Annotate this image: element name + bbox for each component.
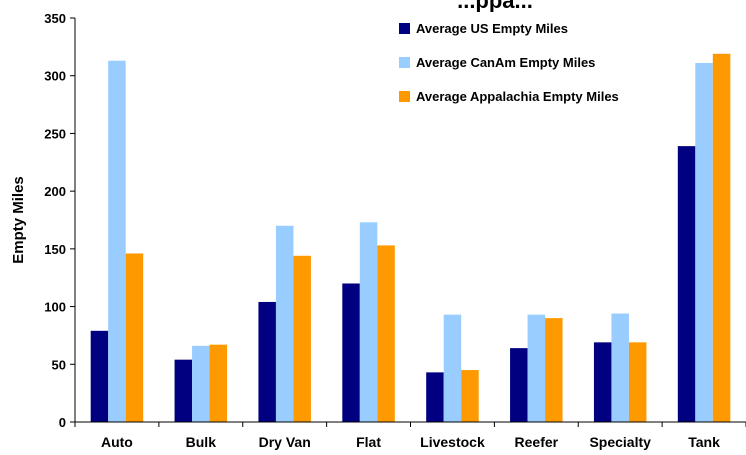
bar-livestock-series-1: [426, 372, 444, 422]
legend-label: Average CanAm Empty Miles: [416, 55, 595, 70]
bar-reefer-series-3: [545, 318, 563, 422]
bar-auto-series-1: [90, 330, 109, 422]
legend-background: [392, 12, 674, 138]
bar-specialty-series-2: [611, 313, 629, 422]
x-tick-label: Reefer: [515, 434, 559, 450]
bar-reefer-series-2: [527, 314, 546, 422]
legend-swatch: [399, 57, 410, 68]
bar-bulk-series-1: [174, 359, 193, 422]
bar-bulk-series-3: [209, 344, 228, 422]
bar-dry-van-series-3: [293, 255, 311, 422]
bar-livestock-series-2: [443, 314, 462, 422]
y-tick-label: 200: [44, 184, 66, 199]
y-tick-label: 350: [44, 11, 66, 26]
x-tick-label: Auto: [101, 434, 133, 450]
bar-dry-van-series-2: [275, 225, 294, 422]
legend-label: Average US Empty Miles: [416, 21, 568, 36]
x-tick-label: Bulk: [186, 434, 217, 450]
bar-auto-series-3: [125, 253, 144, 422]
bar-specialty-series-1: [593, 342, 612, 422]
bar-tank-series-3: [712, 53, 731, 422]
y-tick-label: 250: [44, 126, 66, 141]
legend-swatch: [399, 91, 410, 102]
bar-flat-series-1: [342, 283, 360, 422]
x-tick-label: Flat: [356, 434, 381, 450]
y-axis-label: Empty Miles: [10, 176, 27, 264]
bar-tank-series-1: [677, 146, 696, 422]
x-tick-label: Dry Van: [259, 434, 311, 450]
bar-flat-series-2: [359, 222, 378, 422]
bars-layer: [90, 53, 731, 423]
y-ticks-layer: 0 50 100 150 200 250 300 350: [44, 11, 75, 430]
y-tick-label: 50: [52, 357, 66, 372]
x-tick-label: Tank: [688, 434, 720, 450]
x-tick-label: Livestock: [420, 434, 485, 450]
y-tick-label: 100: [44, 300, 66, 315]
legend-label: Average Appalachia Empty Miles: [416, 89, 619, 104]
bar-reefer-series-1: [510, 348, 528, 422]
x-labels-layer: Auto Bulk Dry Van Flat Livestock Reefer Specia…: [74, 422, 746, 450]
bar-dry-van-series-1: [258, 301, 276, 422]
legend: Average US Empty Miles Average CanAm Empt…: [392, 12, 674, 138]
bar-bulk-series-2: [192, 345, 210, 422]
bar-livestock-series-3: [461, 370, 479, 422]
y-tick-label: 300: [44, 69, 66, 84]
y-tick-label: 0: [59, 415, 66, 430]
bar-tank-series-2: [695, 63, 713, 423]
x-tick-label: Specialty: [589, 434, 651, 450]
chart-title: ...ppa...: [457, 0, 533, 13]
bar-specialty-series-3: [628, 342, 647, 422]
bar-flat-series-3: [377, 245, 395, 422]
legend-swatch: [399, 23, 410, 34]
bar-auto-series-2: [108, 60, 126, 423]
y-tick-label: 150: [44, 242, 66, 257]
